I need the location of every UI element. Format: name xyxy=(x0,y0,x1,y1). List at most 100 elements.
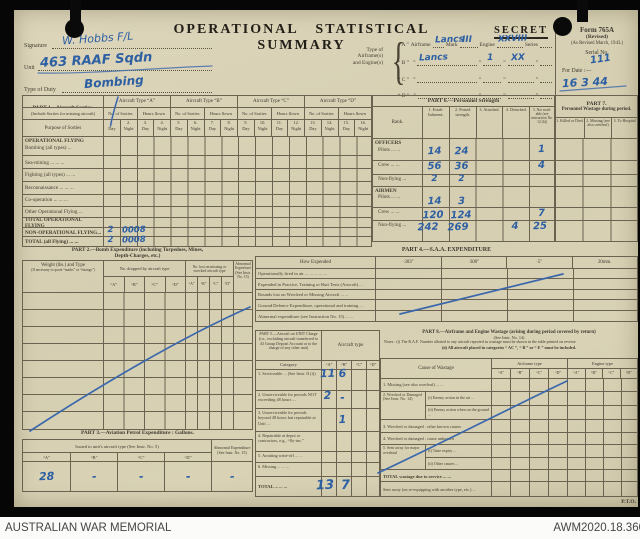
punch-hole xyxy=(553,17,572,36)
row-label: Bombing (all types) ... xyxy=(25,144,72,151)
grid-lines xyxy=(422,221,554,241)
type-col: “D” xyxy=(366,360,379,370)
col-header: ·300″ xyxy=(440,257,507,268)
ditto: ” xyxy=(413,60,416,66)
part8-heading: PART 8.—Airframe and Engine Wastage (ari… xyxy=(380,330,638,358)
type-col: “A” xyxy=(110,281,118,287)
abnormal-header: Abnormal Expen'ture (See Instr. No. 15) xyxy=(233,261,252,292)
col-header: 2. Posted strength. xyxy=(448,106,476,139)
part8-subtitle: (See Instr. No. 14) xyxy=(493,335,525,340)
form-revised: (Revised) xyxy=(586,34,608,40)
type-col: “B” xyxy=(584,369,603,378)
part5-unit-charge-table: PART 5.—Aircraft on UNIT Charge (i.e., e… xyxy=(255,330,380,497)
grid-lines xyxy=(422,208,554,221)
type-col: “C” xyxy=(144,277,165,292)
signature-line xyxy=(52,34,212,49)
form-revised-note: (As Revised March, 1943.) xyxy=(570,41,624,46)
grid-lines xyxy=(103,218,371,228)
part7-title: PART 7. xyxy=(586,100,607,107)
ink-p6: 2 xyxy=(458,173,465,185)
part1-subtitle: Aircraft Sorties. xyxy=(56,105,93,107)
duty-line xyxy=(62,78,212,93)
grid-lines xyxy=(375,300,637,310)
ink-p6: 25 xyxy=(532,220,548,233)
caption-strip: AUSTRALIAN WAR MEMORIAL AWM2020.18.360 xyxy=(0,517,640,539)
part1-aircraft-sorties-table: PART 1. Aircraft Sorties. Aircraft Type … xyxy=(22,95,372,247)
brace: { xyxy=(391,33,406,90)
type-col: “D” xyxy=(164,277,186,292)
scanned-form-page: OPERATIONAL STATISTICAL SUMMARY SECRET S… xyxy=(14,10,638,507)
type-col: “B” xyxy=(510,369,529,378)
subhead: No. of Sorties xyxy=(103,107,137,119)
col-header: 3. To Hospital xyxy=(611,117,637,139)
row-label-total: TOTAL ... ... ... xyxy=(258,484,288,489)
section-heading: OPERATIONAL FLYING xyxy=(25,138,84,145)
caption-right: AWM2020.18.360 xyxy=(553,522,640,534)
ink-p6: 242 xyxy=(417,221,439,234)
grid-lines xyxy=(103,156,371,169)
engine-word: Engine xyxy=(479,42,495,48)
ink-p6: 24 xyxy=(454,145,469,158)
grid-lines xyxy=(422,161,554,174)
col-header: 9. Day xyxy=(237,119,254,137)
grid-lines xyxy=(321,463,379,476)
subhead: Hours flown xyxy=(136,107,171,119)
row-label: 6. Missing ... ... ... xyxy=(258,464,290,470)
row-label: 1. Missing (see also overleaf) ... ... xyxy=(383,382,444,388)
lost-header: No. lost on missing or wrecked aircraft … xyxy=(186,261,233,277)
col-header: 13. Day xyxy=(304,119,321,137)
ink-p3-a: 28 xyxy=(38,469,55,484)
purpose-label: Purpose of Sorties xyxy=(44,125,82,131)
ink-p5: 2 xyxy=(323,388,332,403)
airframe-row-c: “ C ” ” ” ” ” xyxy=(398,71,552,83)
col-header: ·303″ xyxy=(375,257,441,268)
row-label: Reconnaissance ... ... ... xyxy=(25,185,74,192)
col-header: 5. Not avail- able (see instruction No. … xyxy=(529,106,554,139)
sub-row-label: (ii) Enemy action when on the ground ... xyxy=(425,405,491,420)
airframe-block-label: Type of Airframe(s) and Engine(s) xyxy=(352,47,383,66)
grid-lines xyxy=(103,206,371,218)
ditto: ” xyxy=(535,77,538,83)
col-header: 1. Estab- lishment. xyxy=(422,106,449,139)
ink-engine-b: XX xyxy=(510,52,525,64)
ditto: ” xyxy=(503,77,506,83)
row-label: Abnormal expenditure (see Instruction No… xyxy=(258,313,354,319)
ink-p6: 120 xyxy=(422,209,444,222)
ink-mark-b: 1 xyxy=(487,52,494,64)
subhead: No. of Sorties xyxy=(304,107,338,119)
grid-lines xyxy=(422,174,554,186)
quote-a: “ A ” xyxy=(398,42,409,48)
part6-title: PART 6.—Personnel Strength xyxy=(373,96,554,107)
sub-row-label: (i) Time expiry ... xyxy=(425,444,491,457)
how-expended-header: How Expended xyxy=(300,259,331,265)
date-label: For Date :— xyxy=(562,68,592,74)
col-header: 6. Night xyxy=(186,119,204,137)
col-header: 2. Missing (see also overleaf) xyxy=(583,117,612,139)
ink-p6: 3 xyxy=(457,195,466,208)
aircraft-type-header: Aircraft type xyxy=(321,331,379,360)
ink-p6: 14 xyxy=(427,145,442,158)
grid-lines xyxy=(556,139,637,162)
type-col: “A” xyxy=(188,282,195,287)
abnormal-header: Abnormal Expenditure (See Instr. No. 15) xyxy=(211,440,252,462)
col-header: 20mm. xyxy=(571,257,638,268)
row-label: 4. Repairable at depot or contractors, e… xyxy=(258,432,304,443)
row-label: 3. Wrecked or damaged : other known caus… xyxy=(383,423,462,429)
type-col: “B” xyxy=(336,360,351,370)
subhead: Hours flown xyxy=(270,107,305,119)
ink-p5: 7 xyxy=(340,477,351,494)
airframe-row-d: “ D ” ” ” ” ” xyxy=(398,87,552,99)
quote-b: “ B ” xyxy=(398,60,410,66)
ditto: ” xyxy=(503,93,506,99)
row-label: Pilots ... ... xyxy=(378,194,401,200)
type-col: “A” xyxy=(497,371,505,376)
officers-heading: OFFICERS xyxy=(375,140,402,147)
col-header: 14. Night xyxy=(320,119,338,137)
ink-engine-a: XXVIII xyxy=(497,33,528,45)
row-label: Co-operation ... ... ... xyxy=(25,197,68,204)
row-label: 3. Unserviceable for periods beyond 48 h… xyxy=(258,410,316,426)
ink-p3-c: - xyxy=(138,470,144,484)
grid-lines xyxy=(556,221,637,241)
type-col: “D” xyxy=(221,277,233,292)
ink-p3-abn: - xyxy=(229,470,235,484)
